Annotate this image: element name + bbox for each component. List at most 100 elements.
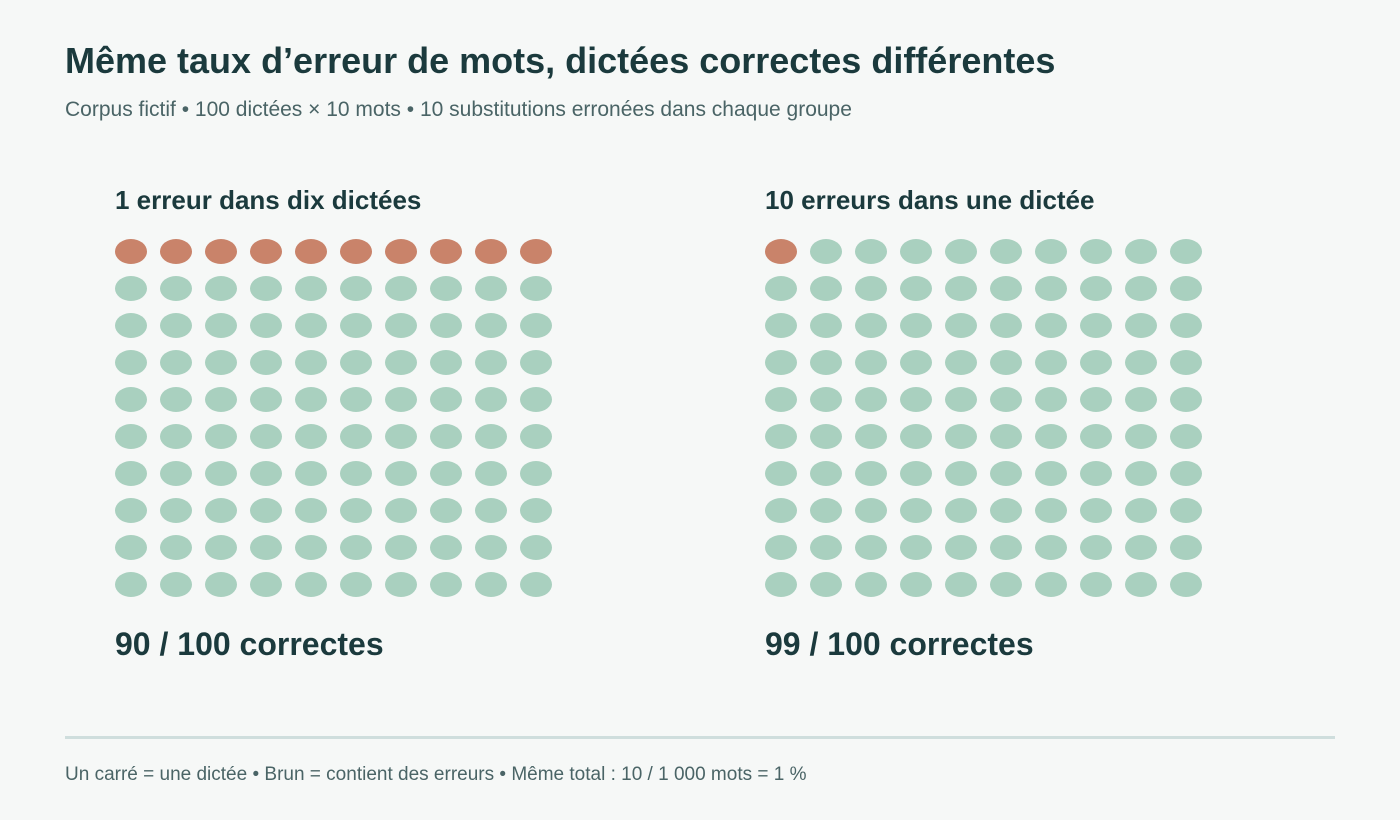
dictation-cell-error — [115, 239, 147, 264]
dictation-cell-correct — [765, 498, 797, 523]
dictation-cell-correct — [810, 424, 842, 449]
dictation-cell-correct — [945, 313, 977, 338]
dictation-cell-correct — [810, 535, 842, 560]
dictation-cell-error — [295, 239, 327, 264]
dictation-cell-correct — [855, 498, 887, 523]
dictation-cell-error — [520, 239, 552, 264]
footer-note: Un carré = une dictée • Brun = contient … — [65, 764, 807, 785]
dictation-cell-correct — [990, 535, 1022, 560]
dictation-cell-correct — [475, 313, 507, 338]
dictation-cell-correct — [520, 387, 552, 412]
dictation-cell-correct — [340, 461, 372, 486]
dictation-cell-correct — [810, 313, 842, 338]
dictation-cell-correct — [990, 424, 1022, 449]
dictation-cell-correct — [1035, 572, 1067, 597]
dictation-cell-correct — [430, 572, 462, 597]
dictation-cell-correct — [1125, 535, 1157, 560]
dictation-cell-correct — [1170, 313, 1202, 338]
dictation-cell-correct — [520, 350, 552, 375]
dictation-cell-correct — [855, 239, 887, 264]
dictation-cell-correct — [1035, 535, 1067, 560]
dictation-cell-correct — [855, 276, 887, 301]
dictation-cell-correct — [430, 535, 462, 560]
dictation-cell-correct — [250, 572, 282, 597]
dictation-cell-correct — [430, 461, 462, 486]
waffle-grid-left — [115, 239, 565, 605]
dictation-cell-correct — [765, 276, 797, 301]
dictation-cell-correct — [115, 424, 147, 449]
dictation-cell-correct — [855, 461, 887, 486]
dictation-cell-correct — [520, 313, 552, 338]
dictation-cell-correct — [205, 276, 237, 301]
dictation-cell-correct — [855, 572, 887, 597]
dictation-cell-correct — [765, 572, 797, 597]
dictation-cell-correct — [1125, 424, 1157, 449]
dictation-cell-error — [430, 239, 462, 264]
dictation-cell-correct — [1125, 572, 1157, 597]
dictation-cell-correct — [295, 461, 327, 486]
dictation-cell-correct — [385, 461, 417, 486]
dictation-cell-correct — [1170, 276, 1202, 301]
dictation-cell-correct — [945, 424, 977, 449]
dictation-cell-correct — [1080, 572, 1112, 597]
dictation-cell-correct — [475, 387, 507, 412]
dictation-cell-correct — [1035, 313, 1067, 338]
dictation-cell-correct — [385, 313, 417, 338]
chart-subtitle: Corpus fictif • 100 dictées × 10 mots • … — [65, 98, 852, 121]
dictation-cell-correct — [475, 350, 507, 375]
dictation-cell-correct — [205, 461, 237, 486]
dictation-cell-correct — [340, 424, 372, 449]
dictation-cell-correct — [810, 239, 842, 264]
dictation-cell-correct — [250, 535, 282, 560]
dictation-cell-correct — [385, 498, 417, 523]
dictation-cell-correct — [1080, 387, 1112, 412]
dictation-cell-correct — [900, 535, 932, 560]
dictation-cell-correct — [475, 535, 507, 560]
dictation-cell-correct — [115, 535, 147, 560]
dictation-cell-correct — [945, 535, 977, 560]
dictation-cell-correct — [385, 535, 417, 560]
dictation-cell-correct — [945, 387, 977, 412]
dictation-cell-correct — [250, 498, 282, 523]
dictation-cell-correct — [295, 535, 327, 560]
dictation-cell-correct — [475, 572, 507, 597]
dictation-cell-correct — [1125, 313, 1157, 338]
dictation-cell-correct — [1035, 239, 1067, 264]
dictation-cell-correct — [295, 350, 327, 375]
dictation-cell-correct — [430, 350, 462, 375]
dictation-cell-correct — [1170, 572, 1202, 597]
dictation-cell-correct — [900, 313, 932, 338]
chart-title: Même taux d’erreur de mots, dictées corr… — [65, 40, 1056, 81]
dictation-cell-correct — [385, 387, 417, 412]
dictation-cell-correct — [945, 239, 977, 264]
dictation-cell-correct — [765, 461, 797, 486]
dictation-cell-correct — [385, 572, 417, 597]
dictation-cell-correct — [340, 572, 372, 597]
dictation-cell-correct — [115, 350, 147, 375]
dictation-cell-correct — [430, 498, 462, 523]
dictation-cell-correct — [810, 276, 842, 301]
dictation-cell-correct — [295, 424, 327, 449]
dictation-cell-correct — [475, 461, 507, 486]
dictation-cell-correct — [1125, 498, 1157, 523]
dictation-cell-correct — [520, 498, 552, 523]
dictation-cell-correct — [340, 535, 372, 560]
dictation-cell-correct — [205, 498, 237, 523]
dictation-cell-correct — [900, 276, 932, 301]
dictation-cell-correct — [765, 424, 797, 449]
dictation-cell-correct — [160, 498, 192, 523]
dictation-cell-correct — [1035, 350, 1067, 375]
waffle-grid-right — [765, 239, 1215, 605]
dictation-cell-correct — [1125, 387, 1157, 412]
dictation-cell-correct — [160, 350, 192, 375]
dictation-cell-correct — [115, 387, 147, 412]
dictation-cell-correct — [855, 424, 887, 449]
dictation-cell-correct — [520, 276, 552, 301]
dictation-cell-correct — [250, 350, 282, 375]
dictation-cell-correct — [475, 498, 507, 523]
dictation-cell-correct — [765, 535, 797, 560]
dictation-cell-correct — [1170, 461, 1202, 486]
dictation-cell-correct — [115, 498, 147, 523]
dictation-cell-correct — [160, 313, 192, 338]
dictation-cell-correct — [115, 276, 147, 301]
